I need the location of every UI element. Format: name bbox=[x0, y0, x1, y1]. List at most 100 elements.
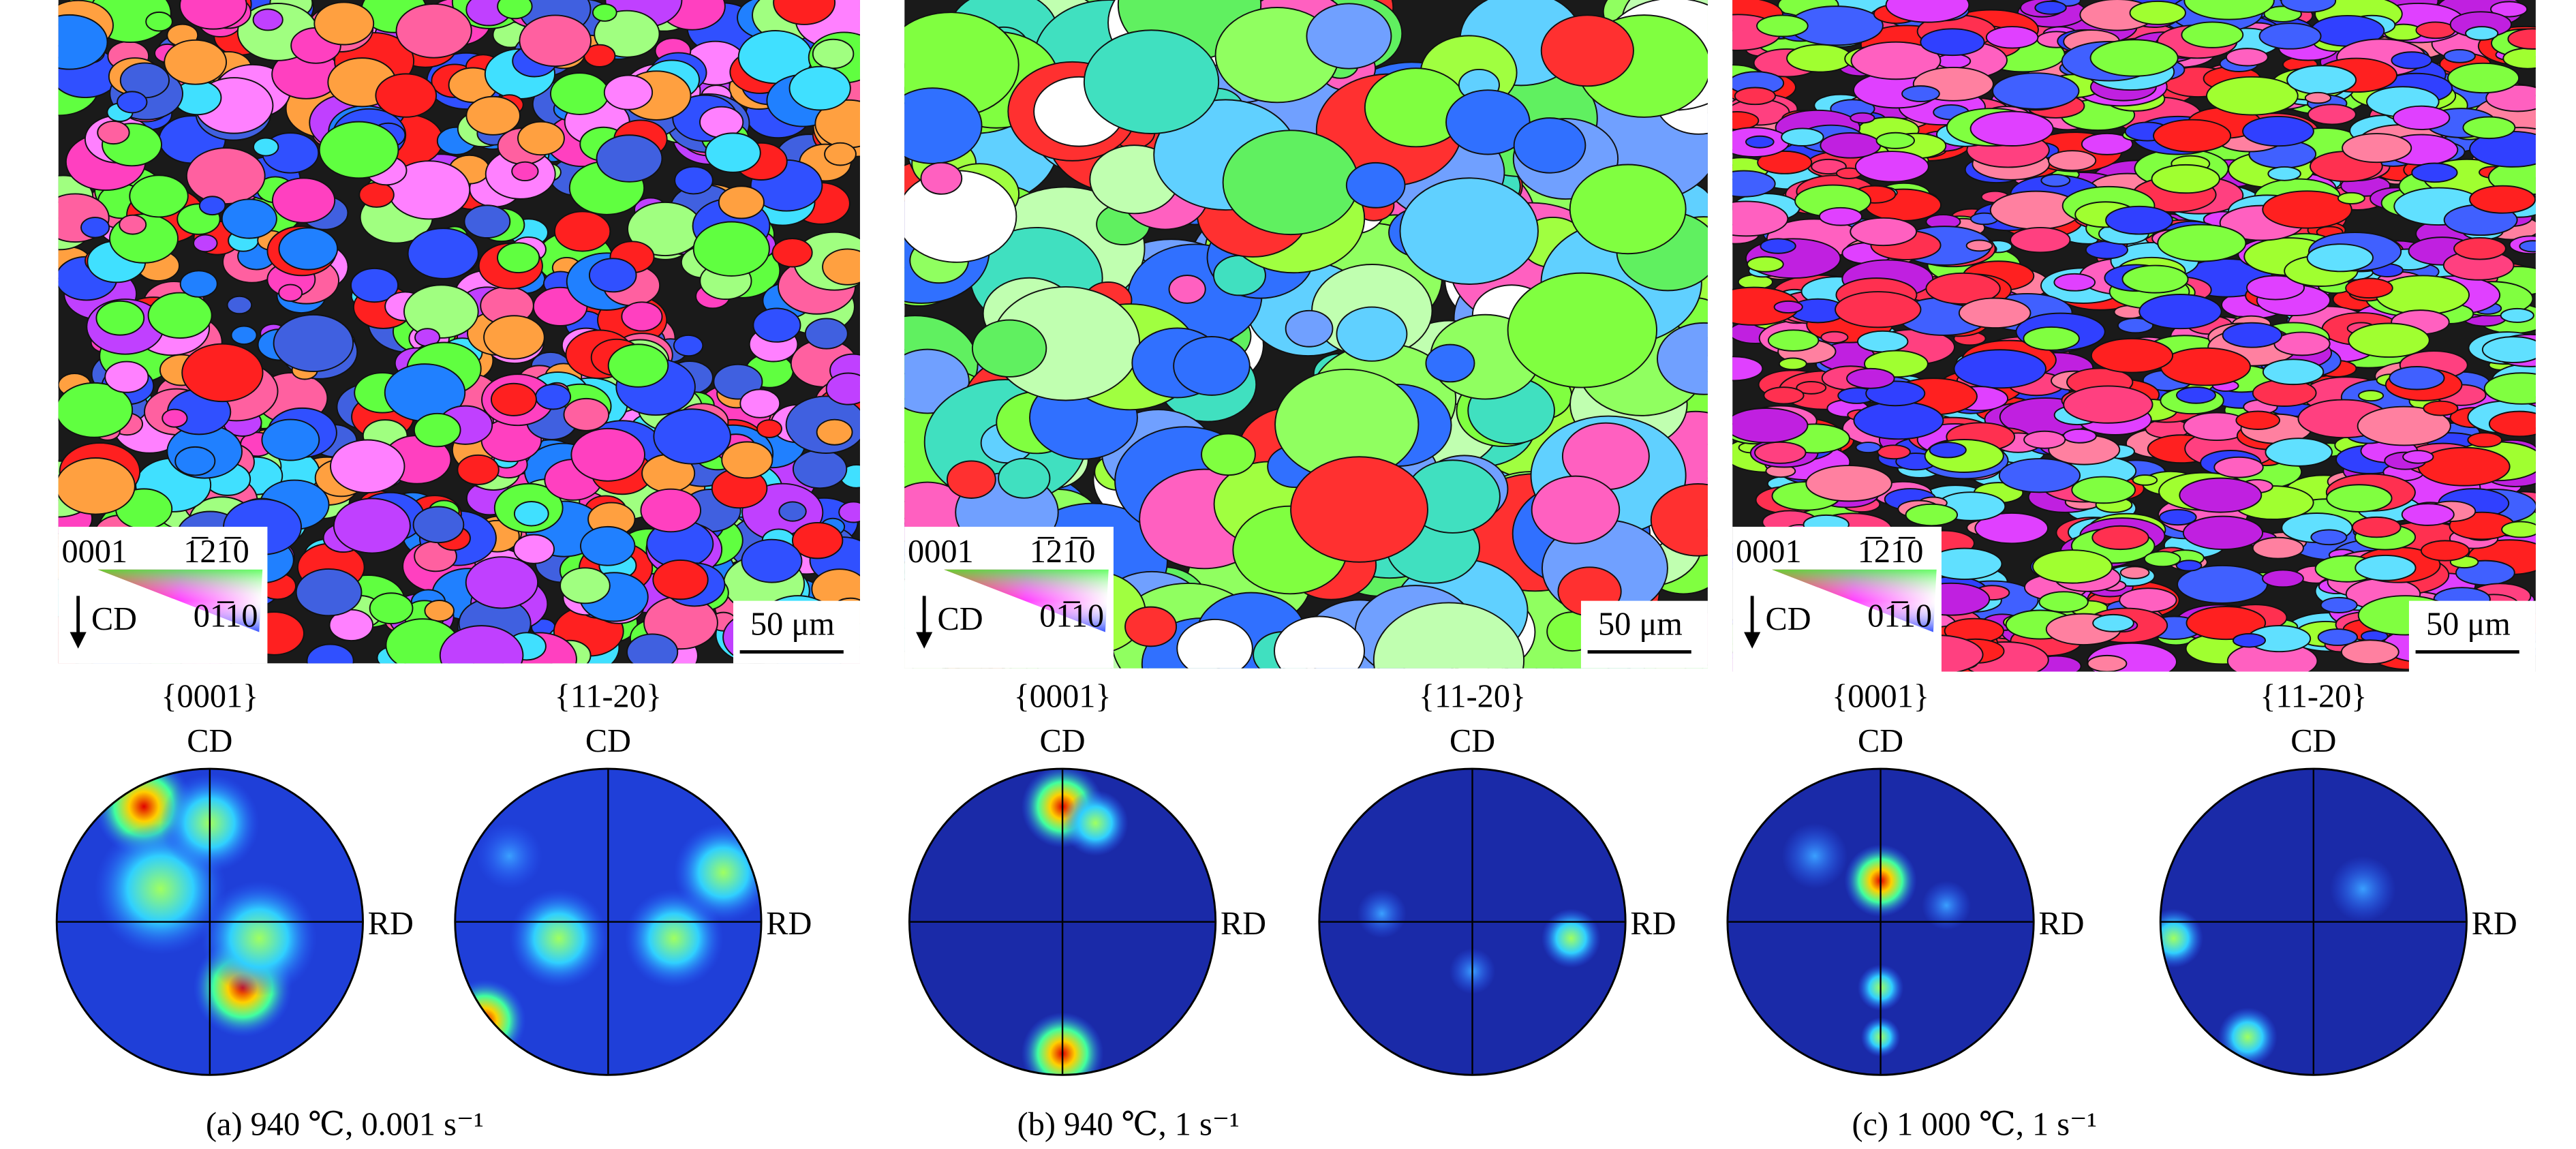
grain bbox=[1920, 28, 1985, 57]
intensity-blob bbox=[201, 880, 317, 996]
grain bbox=[395, 3, 472, 59]
grain bbox=[2176, 386, 2216, 404]
grain bbox=[465, 95, 521, 136]
grain bbox=[1756, 14, 1809, 37]
legend-label: 0001 bbox=[61, 534, 127, 570]
grain bbox=[2502, 47, 2536, 70]
grain bbox=[739, 388, 781, 418]
grain bbox=[2389, 366, 2445, 390]
grain bbox=[2090, 337, 2174, 373]
grain bbox=[1811, 158, 1847, 174]
grain bbox=[1274, 615, 1365, 669]
grain bbox=[1336, 306, 1408, 362]
grain bbox=[2415, 21, 2456, 40]
caption: (c) 1 000 ℃, 1 s⁻¹ bbox=[1852, 1107, 2097, 1143]
pole-figure-plane: {0001} bbox=[1014, 679, 1111, 715]
caption: (b) 940 ℃, 1 s⁻¹ bbox=[1017, 1107, 1240, 1143]
pole-figure-top: CD bbox=[1858, 723, 1903, 759]
grain bbox=[318, 121, 399, 179]
pole-figure-right: RD bbox=[1630, 906, 1676, 942]
pole-figure bbox=[455, 769, 762, 1075]
grain bbox=[457, 454, 500, 485]
grain bbox=[407, 228, 479, 279]
intensity-blob bbox=[2218, 1007, 2278, 1067]
grain bbox=[2391, 51, 2433, 70]
pole-figure-right: RD bbox=[2472, 906, 2517, 942]
grain bbox=[2031, 549, 2113, 584]
grain bbox=[179, 270, 218, 298]
grain bbox=[119, 214, 147, 235]
grain bbox=[535, 384, 572, 410]
grain bbox=[513, 501, 549, 527]
grain bbox=[718, 185, 765, 219]
grain bbox=[603, 74, 654, 110]
grain bbox=[278, 284, 303, 302]
grain bbox=[2265, 438, 2333, 467]
intensity-blob bbox=[1062, 790, 1129, 857]
grain bbox=[2262, 358, 2325, 386]
grain bbox=[230, 325, 258, 346]
grain bbox=[1877, 444, 1911, 460]
grain bbox=[2179, 477, 2263, 513]
grain bbox=[653, 408, 731, 465]
grain bbox=[2206, 76, 2299, 116]
grain bbox=[2071, 476, 2136, 504]
grain bbox=[1425, 343, 1475, 383]
scale-bg bbox=[1580, 600, 1708, 669]
grain bbox=[278, 227, 339, 271]
grain bbox=[2488, 410, 2536, 438]
grain bbox=[640, 488, 702, 533]
grain bbox=[117, 91, 148, 114]
grain bbox=[358, 181, 395, 208]
grain bbox=[1745, 135, 1775, 149]
grain bbox=[1399, 177, 1539, 285]
grain bbox=[490, 382, 537, 416]
grain bbox=[104, 361, 149, 393]
pf-outline bbox=[454, 767, 763, 1076]
grain bbox=[1935, 53, 1972, 69]
grain bbox=[2047, 150, 2097, 171]
arrow-head bbox=[70, 632, 87, 649]
pole-figure bbox=[57, 769, 363, 1075]
grain bbox=[2038, 591, 2089, 613]
grain bbox=[2507, 28, 2536, 50]
grain bbox=[705, 132, 761, 173]
pf-outline bbox=[55, 767, 364, 1076]
grain bbox=[1965, 239, 1993, 252]
pole-figure bbox=[909, 769, 1216, 1075]
grain bbox=[2401, 503, 2455, 526]
grain bbox=[261, 418, 320, 461]
intensity-blob bbox=[476, 823, 542, 889]
grain bbox=[1732, 408, 1809, 444]
grain bbox=[1201, 433, 1256, 476]
grain bbox=[1885, 0, 1970, 23]
grain bbox=[2267, 166, 2301, 181]
grain bbox=[825, 372, 860, 405]
grain bbox=[673, 334, 704, 357]
grain bbox=[1850, 112, 1875, 124]
grain bbox=[1818, 206, 1862, 226]
grain bbox=[1657, 322, 1708, 395]
grain bbox=[2105, 205, 2173, 235]
intensity-blob bbox=[674, 823, 762, 922]
grain bbox=[1856, 330, 1909, 353]
grain bbox=[2317, 628, 2359, 646]
grain bbox=[1781, 127, 1824, 147]
grain bbox=[2242, 115, 2314, 147]
grain bbox=[812, 38, 855, 70]
pole-figure-plane: {11-20} bbox=[1419, 679, 1526, 715]
grain bbox=[1285, 309, 1334, 348]
grain bbox=[2465, 26, 2499, 41]
grain bbox=[1925, 272, 2001, 305]
grain bbox=[2342, 133, 2412, 164]
grain bbox=[2258, 22, 2322, 50]
grain bbox=[2304, 91, 2332, 104]
grain bbox=[971, 319, 1047, 378]
grain bbox=[174, 446, 216, 476]
grain bbox=[721, 441, 773, 479]
grain bbox=[596, 134, 663, 183]
grain bbox=[607, 343, 669, 388]
grain bbox=[553, 211, 611, 252]
legend-triangle-overlay bbox=[97, 569, 263, 632]
